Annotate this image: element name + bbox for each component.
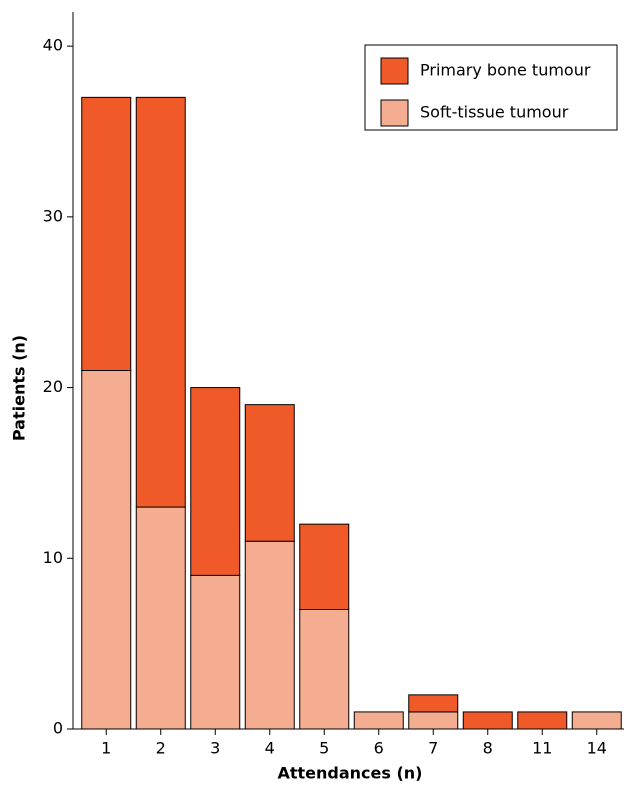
- bar-segment: [517, 711, 568, 730]
- legend-label: Primary bone tumour: [420, 61, 591, 80]
- x-tick-label: 2: [156, 739, 166, 758]
- bar-segment: [190, 387, 241, 576]
- bar-segment: [299, 523, 350, 611]
- bar-segment: [299, 609, 350, 730]
- y-tick-label: 20: [43, 377, 63, 396]
- bar-segment: [244, 540, 295, 730]
- bar-segment: [462, 711, 513, 730]
- bar-segment: [81, 370, 132, 730]
- x-tick-label: 1: [101, 739, 111, 758]
- bar-segment: [135, 506, 186, 730]
- y-tick-label: 10: [43, 548, 63, 567]
- bar-segment: [571, 711, 622, 730]
- bar-segment: [353, 711, 404, 730]
- legend-label: Soft-tissue tumour: [420, 103, 569, 122]
- bar-segment: [135, 96, 186, 508]
- x-tick-label: 4: [265, 739, 275, 758]
- bar-segment: [190, 574, 241, 730]
- y-tick-label: 0: [53, 719, 63, 738]
- x-axis-title: Attendances (n): [277, 764, 422, 783]
- x-tick-label: 7: [428, 739, 438, 758]
- x-tick-label: 11: [532, 739, 552, 758]
- x-tick-label: 5: [319, 739, 329, 758]
- x-tick-label: 3: [210, 739, 220, 758]
- y-axis-title: Patients (n): [10, 335, 29, 441]
- legend-swatch: [380, 99, 409, 127]
- bar-segment: [244, 404, 295, 542]
- y-tick-label: 40: [43, 36, 63, 55]
- bar-segment: [408, 711, 459, 730]
- y-tick-label: 30: [43, 206, 63, 225]
- x-tick-label: 8: [483, 739, 493, 758]
- legend-swatch: [380, 57, 409, 85]
- bar-segment: [408, 694, 459, 713]
- x-tick-label: 6: [374, 739, 384, 758]
- bar-segment: [81, 96, 132, 371]
- x-tick-label: 14: [587, 739, 607, 758]
